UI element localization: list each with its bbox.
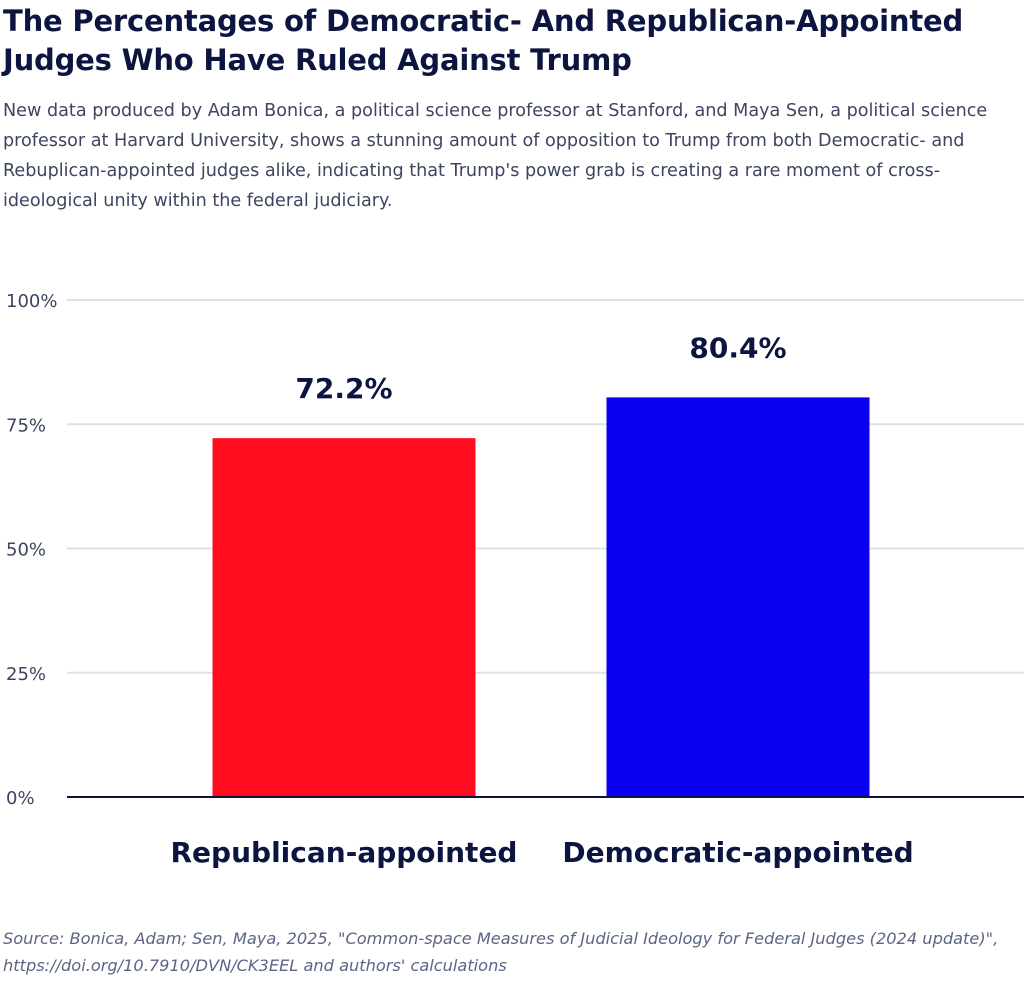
x-category-label: Republican-appointed	[171, 836, 518, 869]
chart-subtitle: New data produced by Adam Bonica, a poli…	[3, 101, 988, 211]
y-tick-label: 0%	[6, 788, 35, 809]
y-tick-label: 50%	[6, 540, 46, 561]
y-tick-label: 75%	[6, 415, 46, 436]
labels: 0% 25% 50% 75% 100% 72.2% Republican-appointed…	[6, 291, 1024, 869]
y-tick-label: 100%	[6, 291, 57, 312]
bar-value-label: 72.2%	[295, 372, 392, 405]
gridlines	[67, 299, 1024, 674]
x-category-label: Democratic-appointed	[562, 836, 913, 869]
bar-chart: 0% 25% 50% 75% 100% 72.2% Republican-appointed…	[6, 291, 1024, 869]
source-note: Source: Bonica, Adam; Sen, Maya, 2025, "…	[3, 929, 999, 975]
bar	[606, 397, 870, 797]
chart-title: The Percentages of Democratic- And Repub…	[3, 4, 964, 77]
y-tick-label: 25%	[6, 664, 46, 685]
bar	[212, 438, 476, 797]
bar-value-label: 80.4%	[689, 331, 786, 364]
bars	[212, 397, 870, 797]
